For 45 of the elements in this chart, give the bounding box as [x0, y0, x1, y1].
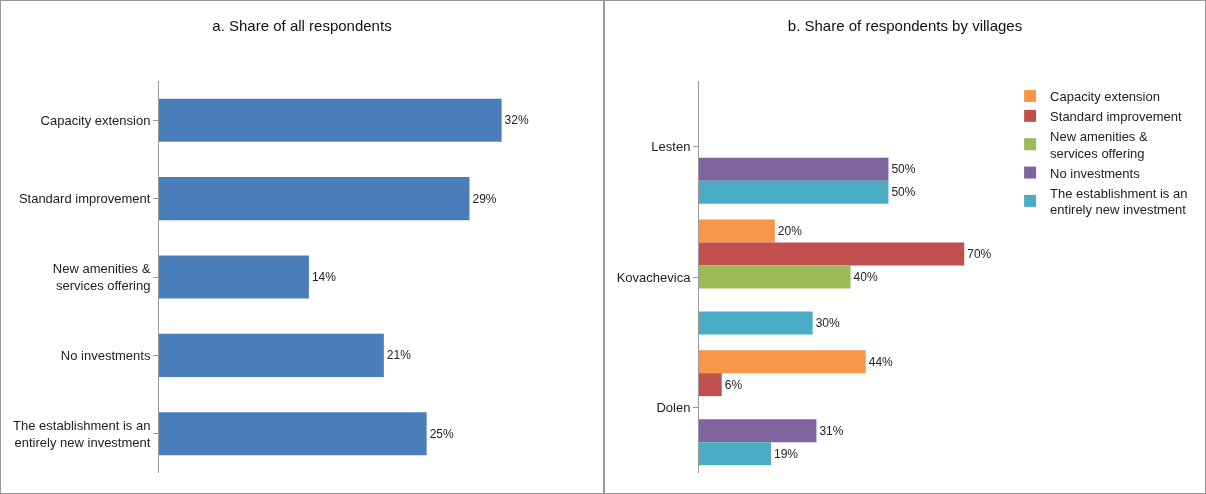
- bar: [699, 180, 889, 204]
- bar: [699, 157, 889, 181]
- chart-title: b. Share of respondents by villages: [787, 17, 1023, 35]
- y-tick-label: The establishment is an entirely new investment: [13, 417, 151, 450]
- bar: [699, 419, 817, 443]
- bar: [159, 333, 384, 377]
- data-label: 29%: [472, 191, 497, 206]
- bar: [159, 255, 309, 299]
- y-tick-label: Standard improvement: [18, 191, 151, 207]
- y-tick-label: Dolen: [656, 400, 691, 416]
- legend-label: No investments: [1050, 165, 1141, 181]
- data-label: 6%: [724, 377, 743, 392]
- bar: [699, 350, 866, 374]
- data-label: 21%: [386, 348, 412, 363]
- data-label: 14%: [311, 270, 337, 284]
- y-tick-label: Kovachevica: [616, 269, 692, 285]
- bar: [699, 219, 775, 243]
- bar: [159, 412, 427, 456]
- data-label: 31%: [819, 423, 844, 438]
- data-label: 32%: [504, 113, 529, 128]
- bar: [159, 98, 502, 142]
- y-tick-label: Lesten: [651, 138, 691, 154]
- legend-label: Capacity extension: [1050, 89, 1160, 105]
- bar: [699, 442, 771, 466]
- bar: [159, 177, 470, 221]
- data-label: 25%: [429, 426, 455, 441]
- bar: [699, 373, 722, 397]
- y-tick-label: No investments: [60, 347, 151, 363]
- y-tick-label: Capacity extension: [40, 112, 151, 128]
- legend-label: Standard improvement: [1050, 108, 1182, 124]
- legend-label: New amenities & services offering: [1050, 128, 1148, 161]
- y-tick-label: New amenities & services offering: [52, 261, 151, 293]
- data-label: 50%: [891, 185, 916, 200]
- data-label: 30%: [815, 315, 841, 330]
- data-label: 70%: [967, 247, 992, 261]
- data-label: 50%: [891, 162, 916, 177]
- chart-title: a. Share of all respondents: [212, 17, 392, 35]
- bar: [699, 311, 813, 335]
- data-label: 19%: [773, 446, 799, 461]
- bar: [699, 265, 851, 289]
- legend-label: The establishment is an entirely new investment: [1050, 185, 1188, 218]
- data-label: 20%: [777, 224, 803, 239]
- bar: [699, 242, 965, 266]
- data-label: 44%: [868, 354, 894, 369]
- data-label: 40%: [853, 270, 878, 284]
